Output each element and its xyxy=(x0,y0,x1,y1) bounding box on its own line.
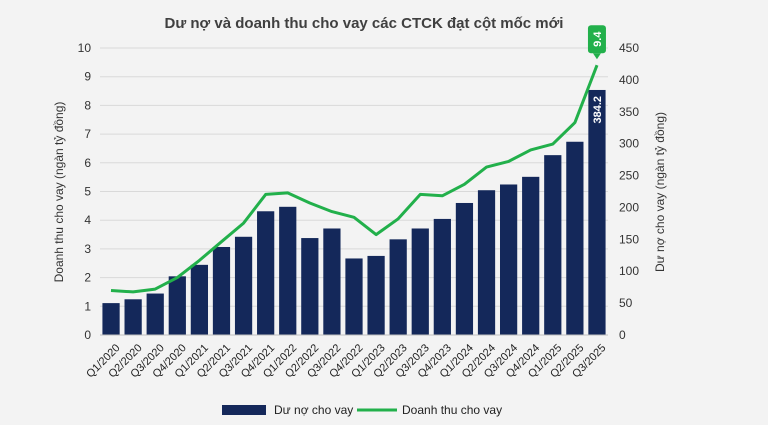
bar xyxy=(345,258,363,335)
right-tick-label: 350 xyxy=(619,105,639,119)
left-tick-label: 1 xyxy=(84,299,91,313)
bar xyxy=(257,211,275,335)
bar xyxy=(499,184,518,335)
bar xyxy=(522,176,540,335)
left-tick-label: 0 xyxy=(84,328,91,342)
callout-box xyxy=(587,25,606,54)
left-tick-label: 7 xyxy=(84,127,91,141)
right-tick-label: 200 xyxy=(619,200,639,214)
right-tick-label: 100 xyxy=(619,264,639,278)
left-tick-label: 9 xyxy=(84,70,91,84)
right-tick-label: 150 xyxy=(619,232,639,246)
bar xyxy=(477,190,496,335)
annotations: 384.2 9.4 xyxy=(587,25,606,124)
left-tick-label: 5 xyxy=(84,185,91,199)
bar xyxy=(411,228,429,335)
bar xyxy=(234,236,253,335)
legend-label-line: Doanh thu cho vay xyxy=(402,403,502,417)
bar xyxy=(212,246,231,335)
left-axis-title: Doanh thu cho vay (ngàn tỷ đồng) xyxy=(52,102,66,283)
bar xyxy=(367,255,385,335)
bar xyxy=(190,264,209,335)
right-tick-label: 0 xyxy=(619,328,626,342)
legend-label-bar: Dư nợ cho vay xyxy=(274,403,353,417)
bar xyxy=(279,206,297,335)
right-tick-label: 250 xyxy=(619,169,639,183)
chart-title: Dư nợ và doanh thu cho vay các CTCK đạt … xyxy=(165,15,564,32)
right-tick-label: 50 xyxy=(619,296,633,310)
line-value-callout: 9.4 xyxy=(587,25,606,60)
bar xyxy=(323,228,341,335)
bar xyxy=(146,293,164,335)
left-tick-label: 3 xyxy=(84,242,91,256)
bar xyxy=(544,155,562,335)
right-tick-label: 400 xyxy=(619,73,639,87)
legend: Dư nợ cho vay Doanh thu cho vay xyxy=(222,403,502,417)
bar xyxy=(301,238,319,335)
line-value-label: 9.4 xyxy=(592,31,604,47)
bar-series xyxy=(102,89,606,335)
left-tick-label: 10 xyxy=(78,41,92,55)
right-tick-label: 300 xyxy=(619,137,639,151)
right-axis-title: Dư nợ cho vay (ngàn tỷ đồng) xyxy=(653,112,667,272)
bar xyxy=(168,276,186,335)
bar-value-label: 384.2 xyxy=(592,96,604,124)
bar xyxy=(455,202,474,335)
left-tick-label: 8 xyxy=(84,98,91,112)
line-series xyxy=(110,64,599,294)
left-tick-label: 6 xyxy=(84,156,91,170)
right-tick-label: 450 xyxy=(619,41,639,55)
left-tick-label: 4 xyxy=(84,213,91,227)
legend-swatch-bar xyxy=(222,405,266,415)
bar xyxy=(433,218,451,335)
left-tick-label: 2 xyxy=(84,271,91,285)
bar xyxy=(588,89,606,335)
bar xyxy=(102,303,120,335)
callout-pointer xyxy=(592,53,601,60)
bar xyxy=(566,141,584,335)
bar xyxy=(389,239,407,335)
bar xyxy=(124,299,142,335)
